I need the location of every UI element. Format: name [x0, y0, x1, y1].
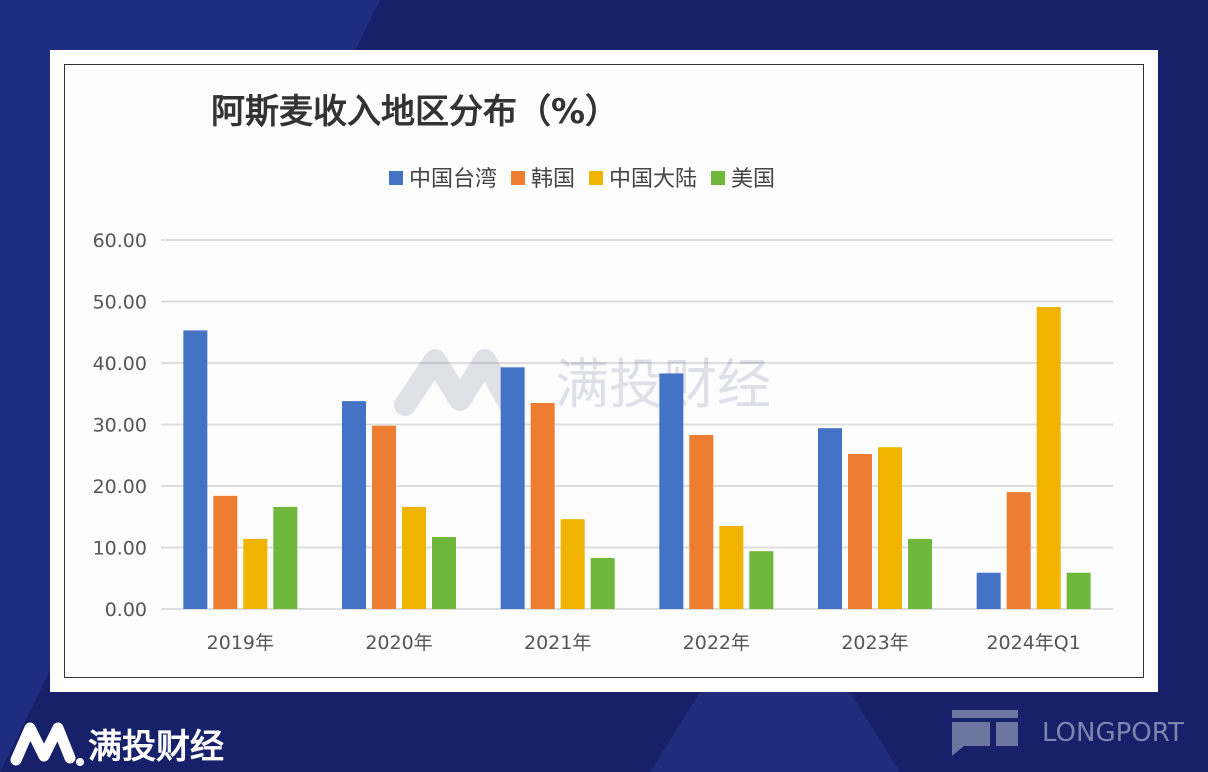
gridlines	[161, 239, 1113, 610]
y-tick-label: 20.00	[93, 476, 147, 498]
bar-中国台湾-2019年	[183, 330, 208, 609]
bar-中国大陆-2022年	[719, 525, 744, 609]
legend-swatch	[589, 171, 603, 185]
legend: 中国台湾 韩国 中国大陆 美国	[389, 167, 775, 192]
bar-中国大陆-2021年	[560, 519, 585, 609]
bar-中国台湾-2022年	[659, 373, 684, 609]
legend-label: 中国大陆	[609, 167, 697, 192]
x-tick-label: 2019年	[207, 632, 274, 654]
y-tick-label: 40.00	[93, 353, 147, 375]
bar-中国台湾-2024年Q1	[976, 572, 1001, 609]
bar-美国-2021年	[590, 557, 615, 609]
background-panel-bottom	[650, 692, 900, 772]
bar-韩国-2020年	[372, 425, 396, 609]
legend-swatch	[711, 171, 725, 185]
bar-中国台湾-2023年	[818, 428, 842, 609]
y-tick-label: 30.00	[93, 415, 147, 437]
x-tick-label: 2024年Q1	[986, 632, 1080, 654]
bar-韩国-2023年	[848, 454, 872, 609]
bar-美国-2023年	[908, 538, 932, 609]
bar-韩国-2019年	[213, 495, 238, 609]
longport-mark-icon	[952, 710, 1018, 756]
legend-label: 美国	[731, 167, 775, 192]
bar-美国-2022年	[749, 551, 774, 609]
y-tick-label: 0.00	[105, 599, 147, 621]
x-tick-label: 2022年	[683, 632, 750, 654]
x-axis-labels: 2019年 2020年 2021年 2022年 2023年 2024年Q1	[207, 632, 1081, 654]
brand-logo: 满投财经	[8, 718, 224, 768]
bar-中国台湾-2020年	[342, 401, 366, 609]
bars	[183, 307, 1091, 609]
bar-中国大陆-2020年	[402, 506, 426, 609]
legend-swatch	[389, 171, 403, 185]
bar-美国-2020年	[432, 537, 456, 609]
bar-美国-2024年Q1	[1066, 572, 1091, 609]
bar-中国大陆-2019年	[243, 538, 268, 609]
x-tick-label: 2023年	[841, 632, 908, 654]
bar-中国大陆-2024年Q1	[1036, 307, 1061, 609]
bar-韩国-2024年Q1	[1006, 492, 1031, 609]
bar-中国台湾-2021年	[500, 367, 525, 609]
brand-name: 满投财经	[88, 726, 224, 767]
y-tick-label: 10.00	[93, 538, 147, 560]
y-axis-labels: 0.00 10.00 20.00 30.00 40.00 50.00 60.00	[93, 230, 147, 621]
longport-logo: LONGPORT	[950, 708, 1184, 758]
bar-美国-2019年	[273, 506, 298, 609]
bar-中国大陆-2023年	[878, 447, 902, 609]
chart-title: 阿斯麦收入地区分布（%）	[211, 92, 619, 132]
x-tick-label: 2021年	[524, 632, 591, 654]
x-tick-label: 2020年	[365, 632, 432, 654]
legend-label: 中国台湾	[409, 167, 497, 192]
y-tick-label: 50.00	[93, 292, 147, 314]
y-tick-label: 60.00	[93, 230, 147, 252]
legend-label: 韩国	[531, 167, 575, 192]
brand-mark-icon	[10, 722, 84, 766]
partner-name: LONGPORT	[1042, 718, 1184, 748]
legend-swatch	[511, 171, 525, 185]
bar-韩国-2021年	[530, 402, 555, 609]
bar-韩国-2022年	[689, 434, 714, 609]
